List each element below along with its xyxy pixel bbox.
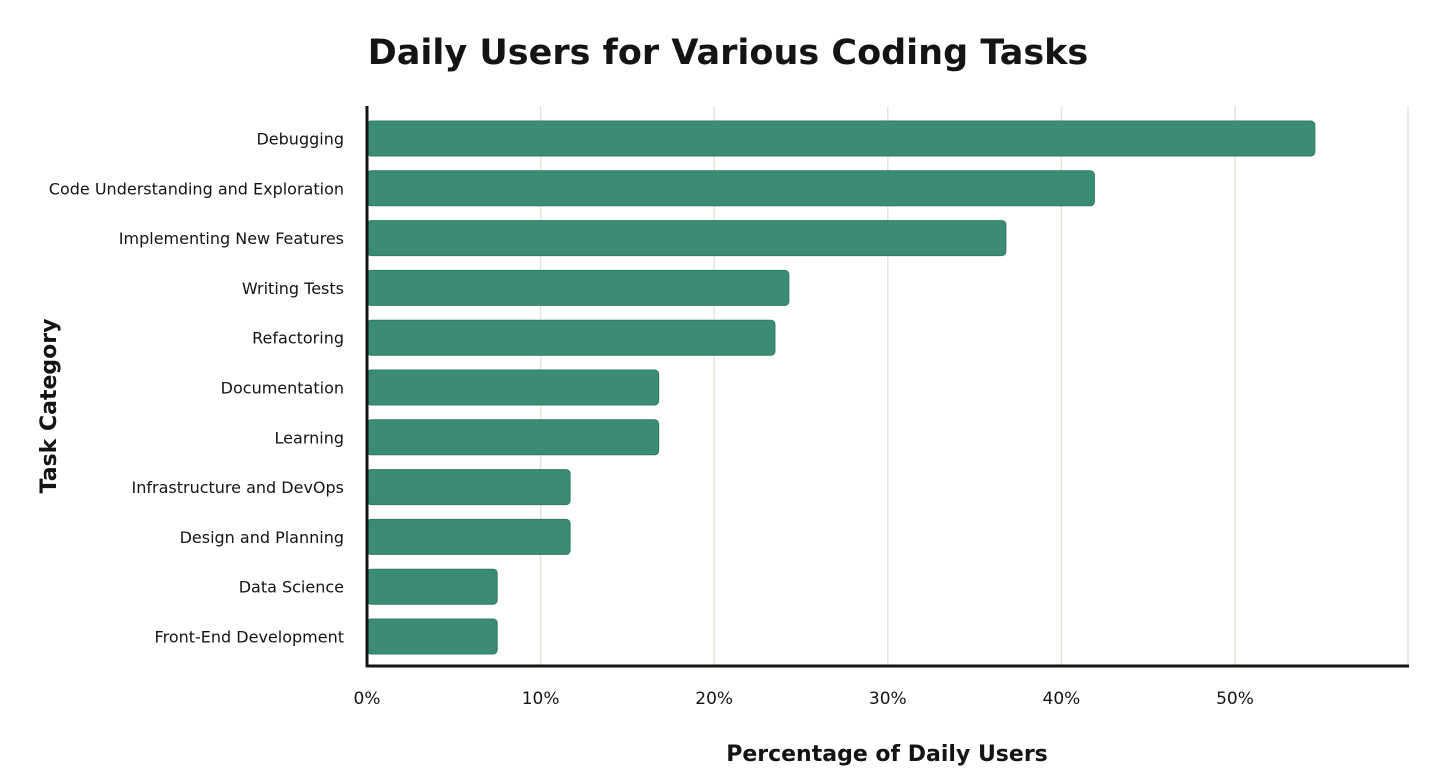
x-tick-label: 30% [869,689,907,709]
bar-learning [366,419,660,456]
category-labels: Debugging Code Understanding and Explorat… [49,130,344,647]
bar-code-understanding-and-exploration [366,170,1095,207]
bar-refactoring [366,319,776,356]
bar-design-and-planning [366,518,571,555]
y-axis-title: Task Category [37,319,62,494]
x-tick-labels: 0% 10% 20% 30% 40% 50% [354,689,1254,709]
x-tick-label: 40% [1043,689,1081,709]
bar-infrastructure-and-devops [366,469,571,506]
x-tick-label: 50% [1216,689,1254,709]
category-label: Code Understanding and Exploration [49,179,344,198]
bar-debugging [366,120,1316,157]
bars [366,120,1316,655]
chart-title: Daily Users for Various Coding Tasks [368,33,1089,73]
category-label: Writing Tests [242,279,344,298]
category-label: Front-End Development [155,628,344,647]
x-axis-title: Percentage of Daily Users [726,742,1048,767]
bar-implementing-new-features [366,220,1007,257]
bar-documentation [366,369,660,406]
bar-data-science [366,568,498,605]
category-label: Design and Planning [180,528,344,547]
category-label: Debugging [256,130,344,149]
category-label: Implementing New Features [119,229,344,248]
category-label: Learning [275,428,344,447]
bar-front-end-development [366,618,498,655]
x-tick-label: 20% [695,689,733,709]
category-label: Infrastructure and DevOps [132,478,344,497]
category-label: Refactoring [252,329,344,348]
bar-writing-tests [366,269,790,306]
category-label: Documentation [221,379,344,398]
x-tick-label: 0% [354,689,381,709]
x-tick-label: 10% [522,689,560,709]
category-label: Data Science [239,578,344,597]
axes [365,106,1409,668]
